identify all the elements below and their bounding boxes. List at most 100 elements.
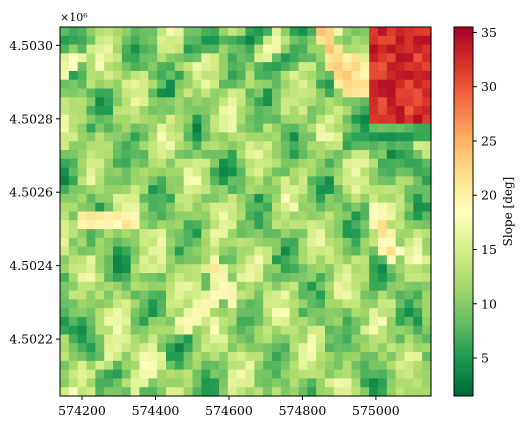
heatmap-cell [316,220,326,230]
heatmap-cell [86,141,96,151]
heatmap-cell [104,220,114,230]
heatmap-cell [60,343,70,353]
heatmap-cell [174,123,185,134]
heatmap-cell [236,281,247,292]
heatmap-cell [148,114,158,125]
heatmap-cell [272,352,282,362]
heatmap-cell [166,141,176,151]
heatmap-cell [351,106,361,116]
y-tick-label: 4.5026 [9,185,53,200]
heatmap-cell [404,334,414,344]
heatmap-cell [219,255,229,265]
heatmap-cell [325,141,335,151]
heatmap-cell [219,264,229,274]
heatmap-cell [333,70,344,81]
heatmap-cell [298,150,308,160]
heatmap-cell [183,352,194,362]
heatmap-cell [333,193,344,204]
heatmap-cell [342,343,353,353]
heatmap-cell [139,79,149,90]
heatmap-cell [254,185,264,195]
heatmap-cell [298,220,308,230]
heatmap-cell [351,62,361,72]
heatmap-cell [210,123,220,134]
heatmap-cell [422,378,432,388]
heatmap-cell [404,158,414,169]
heatmap-cell [422,369,432,380]
heatmap-cell [210,255,220,265]
heatmap-cell [351,70,361,81]
heatmap-cell [219,369,229,380]
heatmap-cell [298,325,308,336]
heatmap-cell [316,255,326,265]
heatmap-cell [404,123,414,134]
heatmap-cell [307,281,317,292]
heatmap-cell [298,27,308,37]
heatmap-cell [404,316,414,327]
heatmap-cell [139,325,149,336]
heatmap-cell [113,106,123,116]
heatmap-cell [174,308,185,318]
heatmap-cell [395,158,406,169]
heatmap-cell [360,281,370,292]
heatmap-cell [95,334,105,344]
heatmap-cell [139,27,149,37]
heatmap-cell [174,88,185,98]
heatmap-cell [77,281,88,292]
heatmap-cell [289,202,300,213]
heatmap-cell [378,273,388,283]
heatmap-cell [351,150,361,160]
heatmap-cell [236,334,247,344]
heatmap-cell [404,44,414,54]
heatmap-cell [157,158,167,169]
heatmap-cell [404,352,414,362]
heatmap-cell [395,281,406,292]
heatmap-cell [86,325,96,336]
heatmap-cell [68,62,79,72]
heatmap-cell [272,97,282,107]
heatmap-cell [201,123,211,134]
heatmap-cell [245,369,255,380]
heatmap-cell [289,237,300,248]
heatmap-cell [369,27,379,37]
heatmap-cell [157,343,167,353]
heatmap-cell [139,193,149,204]
heatmap-cell [130,79,141,90]
heatmap-cell [422,141,432,151]
heatmap-cell [227,360,238,371]
heatmap-cell [386,27,397,37]
heatmap-cell [219,150,229,160]
heatmap-cell [386,369,397,380]
heatmap-cell [307,246,317,257]
heatmap-cell [130,167,141,177]
heatmap-cell [236,53,247,63]
heatmap-cell [113,35,123,46]
heatmap-cell [77,27,88,37]
heatmap-cell [272,158,282,169]
heatmap-cell [201,176,211,186]
heatmap-cell [174,79,185,90]
heatmap-cell [404,281,414,292]
heatmap-cell [316,106,326,116]
heatmap-cell [351,211,361,221]
heatmap-cell [245,167,255,177]
heatmap-cell [245,255,255,265]
heatmap-cell [395,35,406,46]
heatmap-cell [316,343,326,353]
y-tick-label: 4.5030 [9,38,53,53]
heatmap-cell [236,79,247,90]
heatmap-cell [174,360,185,371]
heatmap-cell [280,273,291,283]
heatmap-cell [68,334,79,344]
heatmap-cell [395,62,406,72]
heatmap-cell [316,44,326,54]
heatmap-cell [227,369,238,380]
heatmap-cell [298,62,308,72]
heatmap-cell [210,53,220,63]
heatmap-cell [68,211,79,221]
heatmap-cell [254,352,264,362]
heatmap-cell [148,360,158,371]
heatmap-cell [130,70,141,81]
heatmap-cell [422,316,432,327]
heatmap-cell [104,352,114,362]
